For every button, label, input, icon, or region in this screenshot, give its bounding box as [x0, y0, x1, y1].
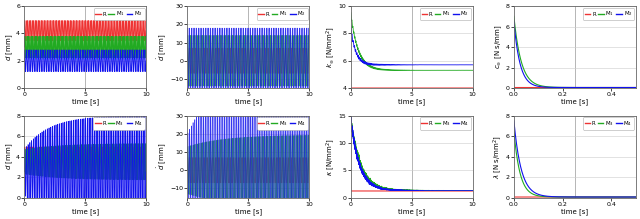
Y-axis label: $\kappa$ [N/mm$^2$]: $\kappa$ [N/mm$^2$] [324, 138, 337, 176]
Legend: R, M$_3$, M$_4$: R, M$_3$, M$_4$ [93, 117, 145, 130]
Legend: R, M$_1$, M$_2$: R, M$_1$, M$_2$ [257, 8, 308, 20]
Y-axis label: $d$ [mm]: $d$ [mm] [4, 34, 15, 61]
X-axis label: time [s]: time [s] [561, 99, 588, 105]
X-axis label: time [s]: time [s] [235, 208, 262, 215]
Legend: R, M$_3$, M$_4$: R, M$_3$, M$_4$ [257, 117, 308, 130]
X-axis label: time [s]: time [s] [561, 208, 588, 215]
X-axis label: time [s]: time [s] [72, 208, 99, 215]
Y-axis label: $\lambda$ [N s/mm$^2$]: $\lambda$ [N s/mm$^2$] [492, 134, 504, 179]
Legend: R, M$_3$, M$_4$: R, M$_3$, M$_4$ [420, 117, 471, 130]
Y-axis label: $\dot{d}$ [mm]: $\dot{d}$ [mm] [156, 34, 169, 61]
Y-axis label: $c_\infty$ [N s/mm]: $c_\infty$ [N s/mm] [494, 25, 504, 69]
X-axis label: time [s]: time [s] [398, 208, 425, 215]
X-axis label: time [s]: time [s] [398, 99, 425, 105]
Legend: R, M$_1$, M$_2$: R, M$_1$, M$_2$ [420, 8, 471, 20]
Y-axis label: $k_\infty$ [N/mm$^2$]: $k_\infty$ [N/mm$^2$] [324, 26, 337, 68]
Y-axis label: $d$ [mm]: $d$ [mm] [4, 143, 15, 170]
Legend: R, M$_3$, M$_4$: R, M$_3$, M$_4$ [583, 117, 634, 130]
Legend: R, M$_1$, M$_2$: R, M$_1$, M$_2$ [583, 8, 634, 20]
X-axis label: time [s]: time [s] [235, 99, 262, 105]
Y-axis label: $\dot{d}$ [mm]: $\dot{d}$ [mm] [156, 143, 169, 170]
X-axis label: time [s]: time [s] [72, 99, 99, 105]
Legend: R, M$_1$, M$_2$: R, M$_1$, M$_2$ [93, 8, 145, 20]
